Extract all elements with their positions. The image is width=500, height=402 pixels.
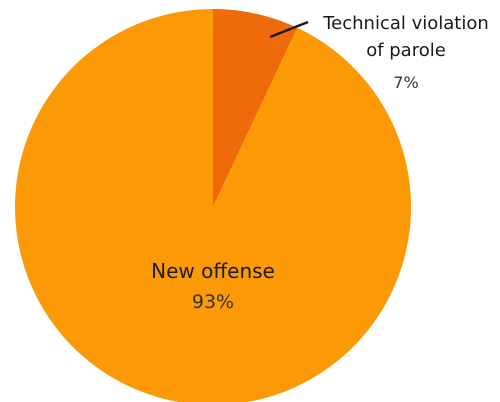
label-technical-violation-line1: Technical violation — [322, 13, 489, 34]
label-new-offense: New offense — [151, 259, 275, 283]
callout-leader-line — [269, 20, 309, 39]
slice-technical-violation — [213, 9, 298, 207]
value-technical-violation: 7% — [393, 73, 418, 92]
value-new-offense: 93% — [192, 291, 234, 313]
label-technical-violation-line2: of parole — [366, 40, 446, 61]
slice-new-offense — [15, 9, 411, 402]
slices-group — [15, 9, 411, 402]
